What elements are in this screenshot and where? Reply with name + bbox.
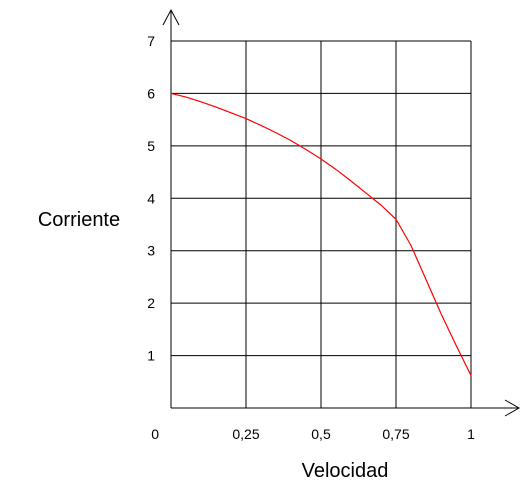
y-tick-label: 5 bbox=[147, 138, 155, 154]
y-tick-labels: 1 2 3 4 5 6 7 bbox=[147, 33, 155, 364]
y-tick-label: 1 bbox=[147, 348, 155, 364]
x-tick-label: 1 bbox=[467, 426, 475, 442]
y-tick-label: 7 bbox=[147, 33, 155, 49]
y-tick-label: 6 bbox=[147, 85, 155, 101]
y-tick-label: 4 bbox=[147, 190, 155, 206]
x-tick-label: 0 bbox=[151, 426, 159, 442]
x-axis-arrowhead bbox=[504, 399, 521, 417]
x-axis-title: Velocidad bbox=[302, 460, 389, 482]
y-axis-title: Corriente bbox=[38, 209, 120, 231]
x-tick-labels: 0 0,25 0,5 0,75 1 bbox=[151, 426, 475, 442]
grid bbox=[171, 40, 472, 408]
x-tick-label: 0,75 bbox=[382, 426, 409, 442]
series-line bbox=[170, 92, 472, 376]
x-tick-label: 0,25 bbox=[232, 426, 259, 442]
y-axis-arrowhead bbox=[162, 8, 180, 26]
y-tick-label: 2 bbox=[147, 295, 155, 311]
x-tick-label: 0,5 bbox=[311, 426, 331, 442]
axes bbox=[162, 8, 521, 417]
y-tick-label: 3 bbox=[147, 243, 155, 259]
series-layer bbox=[170, 92, 472, 376]
